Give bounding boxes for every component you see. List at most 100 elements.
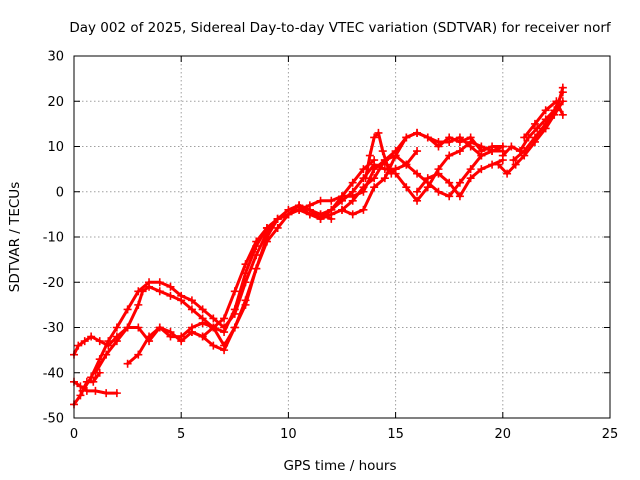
data-point bbox=[361, 174, 370, 183]
series-track-2 bbox=[70, 377, 121, 398]
y-axis-label: SDTVAR / TECUs bbox=[7, 182, 23, 292]
data-point bbox=[209, 341, 218, 350]
x-axis-label: GPS time / hours bbox=[283, 458, 396, 474]
data-point bbox=[112, 389, 121, 398]
data-point bbox=[498, 142, 507, 151]
data-point bbox=[434, 137, 443, 146]
data-point bbox=[155, 287, 164, 296]
data-point bbox=[445, 151, 454, 160]
chart-title: Day 002 of 2025, Sidereal Day-to-day VTE… bbox=[69, 20, 612, 36]
y-tick-label: -30 bbox=[43, 321, 64, 336]
data-point bbox=[177, 337, 186, 346]
data-point bbox=[177, 296, 186, 305]
series-line bbox=[81, 203, 333, 393]
data-point bbox=[187, 305, 196, 314]
data-point bbox=[558, 110, 567, 119]
data-point bbox=[295, 205, 304, 214]
data-point bbox=[230, 287, 239, 296]
data-point bbox=[241, 300, 250, 309]
series-track-4 bbox=[78, 201, 336, 395]
data-point bbox=[166, 282, 175, 291]
data-point bbox=[391, 147, 400, 156]
data-point bbox=[209, 314, 218, 323]
data-point bbox=[316, 196, 325, 205]
data-point bbox=[91, 386, 100, 395]
data-point bbox=[455, 192, 464, 201]
data-point bbox=[138, 287, 147, 296]
y-tick-label: -40 bbox=[43, 366, 64, 381]
data-point bbox=[80, 337, 89, 346]
data-point bbox=[87, 332, 96, 341]
data-point bbox=[380, 174, 389, 183]
x-tick-label: 20 bbox=[495, 427, 512, 442]
data-point bbox=[123, 359, 132, 368]
data-point bbox=[445, 192, 454, 201]
data-point bbox=[316, 214, 325, 223]
data-point bbox=[445, 137, 454, 146]
data-point bbox=[155, 278, 164, 287]
data-point bbox=[134, 300, 143, 309]
data-point bbox=[477, 165, 486, 174]
data-point bbox=[155, 323, 164, 332]
data-point bbox=[104, 337, 113, 346]
data-point bbox=[434, 187, 443, 196]
data-point bbox=[89, 377, 98, 386]
data-point bbox=[91, 368, 100, 377]
data-point bbox=[359, 205, 368, 214]
data-point bbox=[241, 260, 250, 269]
data-point bbox=[370, 133, 379, 142]
data-point bbox=[198, 314, 207, 323]
data-point bbox=[434, 169, 443, 178]
data-point bbox=[558, 83, 567, 92]
data-point bbox=[455, 133, 464, 142]
grid bbox=[74, 56, 610, 418]
series-track-11 bbox=[413, 156, 507, 201]
data-point bbox=[230, 323, 239, 332]
data-point bbox=[466, 137, 475, 146]
data-point bbox=[102, 389, 111, 398]
data-point bbox=[552, 97, 561, 106]
data-point bbox=[145, 332, 154, 341]
data-point bbox=[391, 169, 400, 178]
data-point bbox=[220, 346, 229, 355]
data-point bbox=[370, 183, 379, 192]
data-point bbox=[413, 128, 422, 137]
series-line bbox=[190, 149, 505, 339]
data-point bbox=[74, 341, 83, 350]
data-point bbox=[413, 187, 422, 196]
data-point bbox=[541, 106, 550, 115]
data-point bbox=[145, 282, 154, 291]
data-point bbox=[338, 192, 346, 201]
data-point bbox=[252, 237, 261, 246]
data-point bbox=[338, 205, 346, 214]
data-point bbox=[402, 183, 411, 192]
data-point bbox=[503, 169, 512, 178]
data-point bbox=[273, 214, 282, 223]
data-point bbox=[78, 386, 87, 395]
data-point bbox=[477, 151, 486, 160]
data-point bbox=[445, 178, 454, 187]
data-point bbox=[187, 296, 196, 305]
data-point bbox=[509, 156, 518, 165]
x-tick-label: 10 bbox=[280, 427, 297, 442]
data-point bbox=[494, 160, 503, 169]
y-tick-label: 0 bbox=[56, 185, 64, 200]
data-point bbox=[134, 350, 143, 359]
series-line bbox=[126, 131, 505, 366]
data-point bbox=[378, 147, 387, 156]
series-line bbox=[340, 131, 505, 212]
axes-ticks: 0 5 10 15 20 25 -50 -40 -30 -20 -10 0 10 20 30 bbox=[43, 50, 619, 443]
data-point bbox=[187, 328, 196, 337]
data-point bbox=[370, 174, 379, 183]
data-point bbox=[498, 151, 507, 160]
data-point bbox=[252, 264, 261, 273]
data-point bbox=[466, 174, 475, 183]
data-point bbox=[262, 223, 271, 232]
data-point bbox=[359, 183, 368, 192]
x-tick-label: 5 bbox=[177, 427, 185, 442]
data-point bbox=[507, 142, 516, 151]
data-point bbox=[455, 147, 464, 156]
data-point bbox=[402, 133, 411, 142]
data-point bbox=[348, 210, 357, 219]
data-point bbox=[305, 201, 314, 210]
